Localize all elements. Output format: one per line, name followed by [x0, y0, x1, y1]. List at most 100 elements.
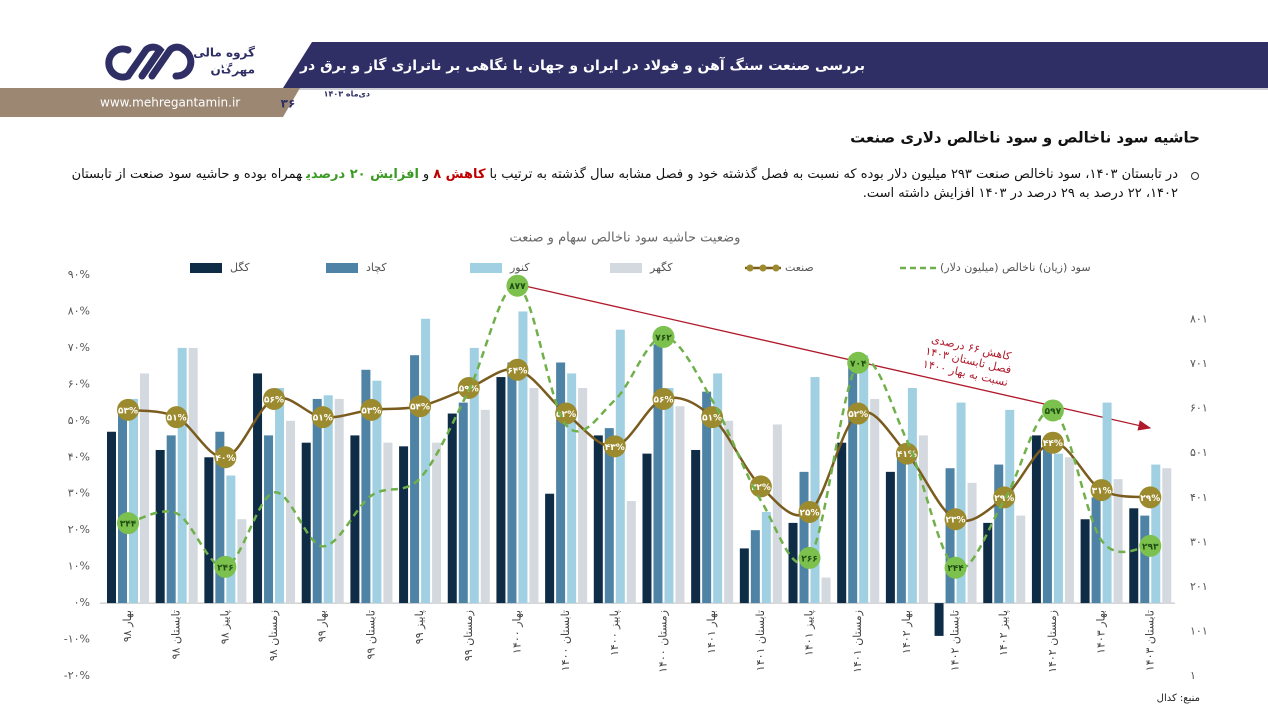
page-number: ۳۶ — [281, 97, 296, 111]
bar — [361, 369, 371, 604]
bar — [918, 435, 928, 604]
header-banner — [283, 42, 1268, 88]
value-label: ۵۲% — [556, 410, 576, 420]
bar — [301, 442, 311, 604]
value-label: ۵۹۷ — [1045, 407, 1062, 417]
bar — [1080, 519, 1090, 604]
y2-tick-label: ۱ — [1190, 669, 1196, 682]
bar — [410, 355, 420, 604]
x-tick-label: پاییز ۱۴۰۰ — [608, 610, 621, 656]
legend-label: سود (زیان) ناخالص (میلیون دلار) — [940, 261, 1091, 274]
y2-tick-label: ۱۰۱ — [1190, 624, 1208, 637]
marker — [798, 546, 821, 569]
brand-line: گروه مالی — [193, 46, 255, 61]
bar — [810, 377, 820, 604]
bar — [204, 457, 214, 604]
increase-text: افزایش ۲۰ درصدی — [306, 167, 419, 182]
value-label: ۵۴% — [410, 403, 430, 413]
legend-swatch — [470, 263, 502, 273]
value-label: ۴۱% — [897, 450, 917, 460]
marker — [1139, 486, 1162, 509]
source: منبع: کدال — [1157, 693, 1200, 704]
value-label: ۵۶% — [653, 395, 673, 405]
bar — [1042, 442, 1052, 604]
value-label: ۵۱% — [702, 414, 722, 424]
marker — [944, 556, 967, 579]
value-label: ۸۷۷ — [509, 282, 526, 292]
marker — [847, 402, 870, 425]
bar — [458, 402, 468, 604]
bar — [383, 442, 393, 604]
marker — [652, 387, 675, 410]
bar — [518, 311, 528, 604]
x-tick-label: پاییز ۱۴۰۱ — [803, 610, 816, 656]
bar — [1102, 402, 1112, 604]
website: www.mehregantamin.ir — [100, 96, 240, 110]
x-tick-label: تابستان ۹۹ — [364, 610, 377, 659]
bar — [750, 530, 760, 604]
y-tick-label: ۱۰% — [68, 560, 90, 573]
marker — [214, 555, 237, 578]
marker — [311, 406, 334, 429]
bar — [626, 501, 636, 604]
chart-title: وضعیت حاشیه سود ناخالص سهام و صنعت — [510, 231, 741, 246]
bar — [761, 511, 771, 604]
bar — [907, 388, 917, 604]
x-tick-label: بهار ۱۴۰۱ — [705, 610, 718, 654]
bar — [215, 431, 225, 604]
bar — [447, 413, 457, 604]
header-title: بررسی صنعت سنگ آهن و فولاد در ایران و جه… — [213, 56, 865, 74]
bar — [994, 464, 1004, 604]
y2-tick-label: ۳۰۱ — [1190, 535, 1208, 548]
paragraph-text: در تابستان ۱۴۰۳، سود ناخالص صنعت ۲۹۳ میل… — [489, 167, 1179, 182]
bar — [177, 347, 187, 604]
value-label: ۲۹% — [1140, 494, 1160, 504]
value-label: ۳۴۴ — [120, 520, 137, 530]
marker — [165, 406, 188, 429]
marker — [993, 486, 1016, 509]
bar — [140, 373, 149, 604]
bar — [421, 318, 431, 604]
value-label: ۳۱% — [1092, 487, 1112, 497]
bar — [529, 388, 539, 604]
bar — [859, 355, 869, 604]
bullet — [1191, 172, 1199, 180]
bar — [956, 402, 966, 604]
legend-marker — [759, 264, 767, 272]
x-tick-label: بهار ۱۴۰۳ — [1095, 610, 1108, 654]
paragraph-text: همراه بوده و حاشیه سود صنعت از تابستان ۱… — [71, 167, 1178, 201]
bar — [848, 358, 858, 604]
bar — [653, 344, 663, 604]
bar — [934, 603, 944, 636]
bar — [372, 380, 382, 604]
x-tick-label: بهار ۱۴۰۲ — [900, 610, 913, 654]
marker — [1041, 431, 1064, 454]
y-tick-label: ۴۰% — [68, 450, 90, 463]
x-tick-label: زمستان ۱۴۰۲ — [1046, 610, 1059, 673]
value-label: ۵۳% — [361, 406, 381, 416]
bar — [188, 347, 198, 604]
bar — [578, 388, 588, 604]
marker — [652, 325, 675, 348]
marker — [847, 351, 870, 374]
bar — [237, 519, 247, 604]
x-tick-label: زمستان ۱۴۰۱ — [851, 610, 864, 673]
paragraph-text: و — [422, 167, 430, 182]
bar — [567, 373, 577, 604]
bar — [155, 449, 165, 604]
y2-tick-label: ۲۰۱ — [1190, 580, 1208, 593]
x-tick-label: پاییز ۹۹ — [413, 610, 426, 644]
bar — [664, 388, 674, 604]
bar — [1091, 497, 1101, 604]
bar — [724, 420, 734, 604]
website-bar — [0, 88, 300, 117]
bar — [1129, 508, 1139, 604]
x-tick-label: پاییز ۹۸ — [218, 610, 231, 644]
legend-label: صنعت — [785, 261, 814, 274]
marker — [117, 398, 139, 421]
bar — [1064, 457, 1074, 604]
bar — [1140, 515, 1150, 604]
bar — [1053, 453, 1063, 604]
bar — [507, 362, 517, 604]
